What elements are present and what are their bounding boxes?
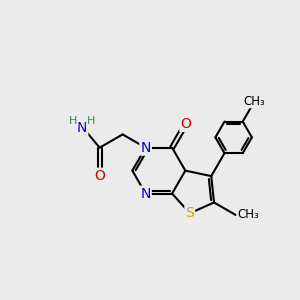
Text: H: H xyxy=(87,116,95,126)
Text: N: N xyxy=(140,141,151,155)
Text: H: H xyxy=(69,116,77,126)
Text: N: N xyxy=(77,122,87,136)
Text: O: O xyxy=(94,169,105,183)
Text: N: N xyxy=(140,187,151,201)
Text: O: O xyxy=(180,117,191,131)
Text: S: S xyxy=(185,206,194,220)
Text: CH₃: CH₃ xyxy=(237,208,259,221)
Text: CH₃: CH₃ xyxy=(244,95,266,108)
